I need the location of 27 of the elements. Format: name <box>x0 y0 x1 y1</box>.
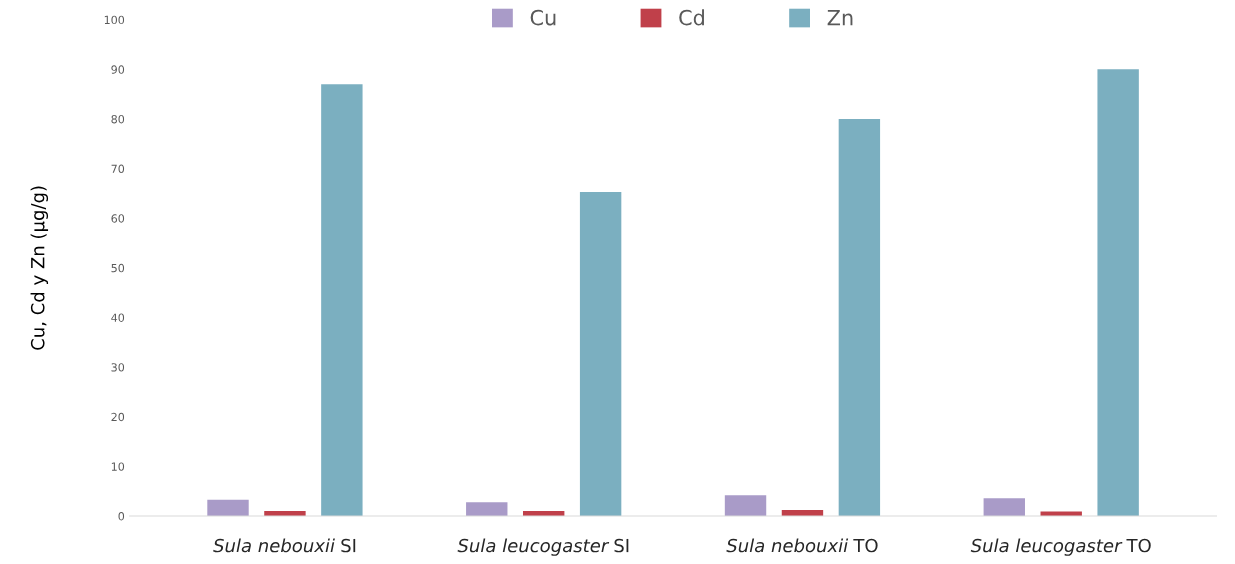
y-axis-title: Cu, Cd y Zn (µg/g) <box>30 186 49 350</box>
y-tick-label: 60 <box>111 214 125 223</box>
y-tick-label: 40 <box>111 313 125 322</box>
x-tick-label: Sula nebouxii TO <box>726 538 878 553</box>
x-tick-label: Sula leucogaster SI <box>457 538 629 556</box>
legend-label: Zn <box>827 9 853 26</box>
bar <box>1097 69 1139 517</box>
y-tick-label: 70 <box>111 164 125 174</box>
bar <box>983 498 1025 517</box>
y-tick-label: 10 <box>111 462 125 471</box>
bar <box>579 191 622 517</box>
y-tick-label: 90 <box>111 65 125 74</box>
y-tick-label: 0 <box>118 512 125 521</box>
y-tick-label: 50 <box>111 263 125 273</box>
bar <box>466 502 508 517</box>
legend-label: Cd <box>679 9 704 26</box>
legend-label: Cu <box>530 9 556 26</box>
x-tick-label: Sula leucogaster TO <box>970 538 1151 556</box>
y-tick-label: 80 <box>111 114 125 124</box>
bar <box>838 119 881 517</box>
bar <box>724 495 767 517</box>
y-tick-label: 20 <box>111 412 125 422</box>
bar <box>207 499 249 517</box>
x-tick-label: Sula nebouxii SI <box>213 538 356 553</box>
bar <box>321 84 363 517</box>
y-tick-label: 30 <box>111 363 125 372</box>
y-tick-label: 100 <box>104 15 125 25</box>
